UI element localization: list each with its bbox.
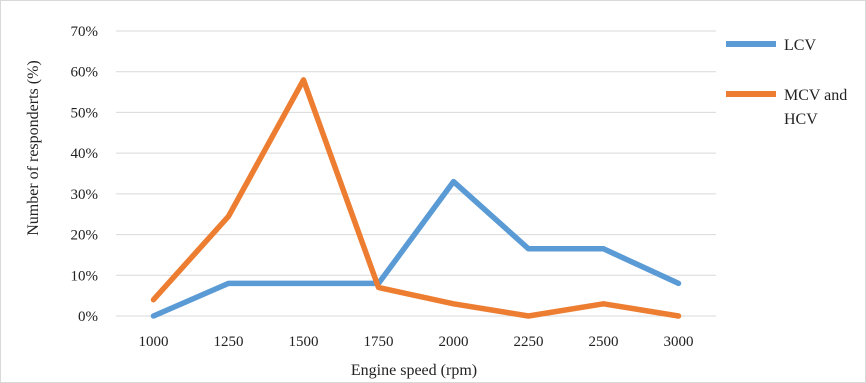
y-tick-label: 30% bbox=[71, 187, 99, 203]
y-tick-label: 40% bbox=[71, 146, 99, 162]
x-tick-label: 1250 bbox=[214, 334, 244, 350]
x-tick-label: 2500 bbox=[589, 334, 619, 350]
series-line-lcv bbox=[150, 178, 682, 319]
legend: LCV MCV and HCV bbox=[726, 37, 851, 128]
y-axis-ticks: 0% 10% 20% 30% 40% 50% 60% 70% bbox=[71, 24, 99, 325]
x-tick-label: 3000 bbox=[664, 334, 694, 350]
legend-label-mcv-hcv: MCV and HCV bbox=[784, 87, 851, 128]
y-tick-label: 0% bbox=[78, 309, 98, 325]
legend-label-mcv-hcv-line1: MCV and bbox=[784, 87, 847, 104]
x-tick-label: 2000 bbox=[439, 334, 469, 350]
x-axis-ticks: 1000 1250 1500 1750 2000 2250 2500 3000 bbox=[139, 334, 694, 350]
legend-label-lcv: LCV bbox=[784, 37, 816, 54]
x-tick-label: 1500 bbox=[289, 334, 319, 350]
y-tick-label: 10% bbox=[71, 268, 99, 284]
series-line-mcv-hcv bbox=[150, 77, 682, 319]
x-tick-label: 1000 bbox=[139, 334, 169, 350]
legend-label-mcv-hcv-line2: HCV bbox=[784, 111, 818, 128]
y-axis-title: Number of responderts (%) bbox=[25, 60, 42, 236]
x-axis-title: Engine speed (rpm) bbox=[351, 362, 477, 379]
gridlines bbox=[116, 30, 716, 317]
y-tick-label: 50% bbox=[71, 105, 99, 121]
y-tick-label: 60% bbox=[71, 65, 99, 81]
x-tick-label: 1750 bbox=[364, 334, 394, 350]
series-lines bbox=[150, 77, 682, 319]
x-tick-label: 2250 bbox=[514, 334, 544, 350]
y-tick-label: 20% bbox=[71, 228, 99, 244]
y-tick-label: 70% bbox=[71, 24, 99, 40]
